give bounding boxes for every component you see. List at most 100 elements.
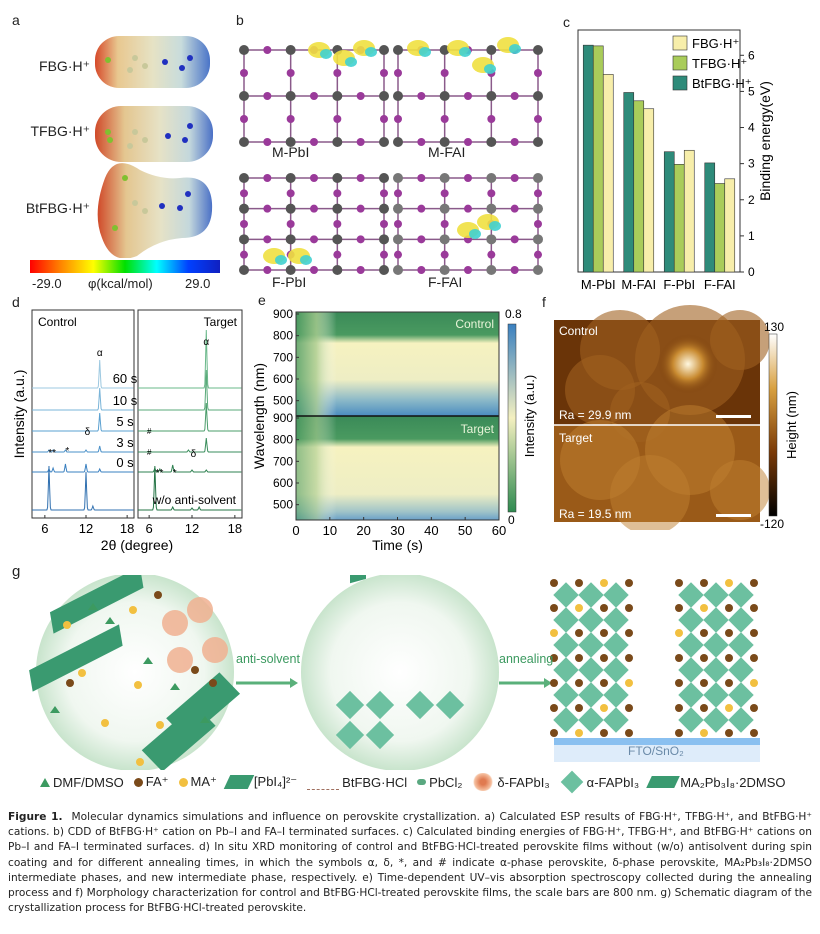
xrd-trace-target [138, 465, 242, 511]
i-atom [263, 174, 272, 182]
pb-atom [486, 265, 497, 275]
pb-atom [486, 45, 497, 55]
esp-fbg [95, 36, 210, 88]
y-tick-label: 1 [748, 229, 755, 243]
x-tick-label-left: 18 [120, 521, 134, 536]
y-tick-label-target: 600 [273, 476, 293, 490]
frame-right [137, 309, 243, 519]
fa-ion [191, 666, 199, 674]
a-site-cation [575, 679, 583, 687]
cdd-cyan-lobe [275, 255, 287, 265]
legend-pbcl2: PbCl₂ [417, 775, 462, 790]
bar-m-pbi-0 [582, 44, 594, 273]
y-axis-label: Intensity (a.u.) [11, 370, 27, 459]
i-atom [417, 138, 426, 146]
x-axis-label: Time (s) [372, 537, 423, 553]
y-tick-label-target: 500 [273, 498, 293, 512]
i-atom [333, 189, 342, 198]
pb-atom [439, 91, 450, 101]
legend-label: FBG·H⁺ [692, 36, 739, 51]
alpha-fapbi3-octahedron [553, 682, 579, 708]
pb-atom [379, 91, 389, 101]
subpanel-label-m-fai: M-FAI [428, 144, 466, 160]
a-site-cation [600, 629, 608, 637]
dmf-dmso [143, 657, 153, 664]
a-site-cation [550, 679, 558, 687]
alpha-fapbi3-octahedron [603, 707, 629, 733]
afm-title-target: Target [559, 431, 593, 445]
i-atom [310, 138, 318, 146]
xrd-trace-target [138, 369, 242, 411]
pb-atom [439, 203, 450, 214]
molecule-label-tfbg: TFBG·H⁺ [30, 123, 91, 139]
i-atom [263, 138, 272, 146]
pb-atom [533, 91, 543, 101]
trace-label: 10 s [113, 393, 138, 408]
alpha-fapbi3-octahedron [578, 582, 604, 608]
dmf-dmso [105, 617, 115, 624]
fa-ion [154, 591, 162, 599]
a-site-cation [700, 729, 708, 737]
a-site-cation [550, 729, 558, 737]
i-atom [356, 138, 365, 146]
scale-bar-control [716, 415, 751, 418]
a-site-cation [750, 654, 758, 662]
pbi4-fragment [350, 575, 366, 584]
x-tick-label-right: 18 [228, 521, 242, 536]
xrd-trace-control [32, 387, 134, 411]
lattice-m-pbi [239, 40, 389, 147]
y-tick-label: 5 [748, 84, 755, 98]
legend-delta-fapbi3: δ-FAPbI₃ [472, 773, 550, 791]
pb-atom [239, 173, 249, 183]
a-site-cation [750, 679, 758, 687]
panel-a-letter: a [12, 12, 20, 28]
pb-atom [332, 265, 343, 275]
cdd-cyan-lobe [484, 64, 496, 74]
triangle-icon [40, 777, 50, 787]
pb-atom [486, 173, 497, 183]
a-site-cation [675, 704, 683, 712]
a-site-cation [725, 654, 733, 662]
pb-atom [332, 91, 343, 101]
legend-fa: FA⁺ [133, 774, 169, 790]
pb-atom [239, 203, 249, 214]
x-tick-label: M-FAI [621, 277, 656, 292]
i-atom [380, 115, 388, 123]
a-site-cation [600, 679, 608, 687]
esp-tfbg [95, 106, 213, 162]
ma-dot-icon [178, 777, 188, 787]
alpha-fapbi3-octahedron [553, 707, 579, 733]
i-atom [356, 174, 365, 182]
a-site-cation [625, 704, 633, 712]
cdd-cyan-lobe [509, 44, 521, 54]
i-atom [263, 266, 272, 274]
trace-label: 0 s [116, 455, 134, 470]
pb-atom [285, 91, 296, 101]
alpha-fapbi3-octahedron [603, 682, 629, 708]
xrd-trace-control [32, 359, 134, 389]
i-atom [534, 250, 542, 259]
a-site-cation [675, 679, 683, 687]
xrd-trace-control [32, 463, 134, 473]
a-site-cation [550, 579, 558, 587]
pb-atom [379, 45, 389, 55]
y-tick-label: 6 [748, 48, 755, 62]
i-atom [487, 189, 496, 198]
afm-ra-control: Ra = 29.9 nm [559, 408, 631, 422]
legend-swatch [672, 75, 688, 91]
alpha-fapbi3-octahedron [703, 707, 729, 733]
legend-btfbg-hcl: BtFBG·HCl [307, 775, 407, 790]
y-tick-label-control: 500 [273, 394, 293, 408]
x-tick-label: 0 [292, 523, 299, 538]
pb-atom [486, 203, 497, 214]
x-tick-label-right: 6 [146, 521, 153, 536]
trace-label: 3 s [116, 435, 134, 450]
arrow-label-anti-solvent: anti-solvent [236, 652, 300, 666]
a-site-cation [550, 654, 558, 662]
alpha-fapbi3-octahedron [603, 657, 629, 683]
a-site-cation [625, 679, 633, 687]
panel-d-left-title: Control [38, 315, 77, 329]
a-site-cation [600, 654, 608, 662]
a-site-cation [550, 704, 558, 712]
pb-atom [486, 137, 497, 147]
